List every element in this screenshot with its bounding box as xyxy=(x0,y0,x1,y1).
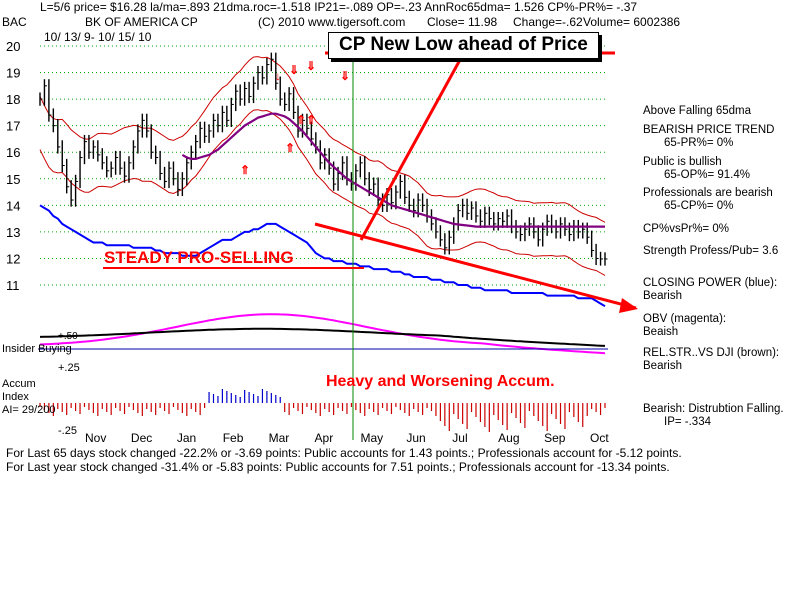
side-l4: Public is bullish xyxy=(643,156,722,168)
y-tick-label: 18 xyxy=(6,92,20,107)
side-l17: IP= -.334 xyxy=(664,416,711,428)
side-l11: Bearish xyxy=(643,290,682,302)
ma65-line xyxy=(181,112,605,228)
month-label: Aug xyxy=(498,431,519,445)
month-label: May xyxy=(360,431,383,445)
month-label: Oct xyxy=(590,431,609,445)
side-l8: CP%vsPr%= 0% xyxy=(643,223,729,235)
side-l1: Above Falling 65dma xyxy=(643,105,752,117)
closing-power-line xyxy=(39,204,606,308)
svg-text:⇑: ⇑ xyxy=(285,141,295,155)
y-tick-label: 14 xyxy=(6,198,20,213)
ticker: BAC xyxy=(2,15,27,29)
footer-line2: For Last year stock changed -31.4% or -5… xyxy=(6,460,670,474)
month-label: Mar xyxy=(269,431,290,445)
upper-band xyxy=(39,56,606,223)
svg-text:↓: ↓ xyxy=(275,69,281,83)
svg-text:⇓: ⇓ xyxy=(289,63,299,77)
month-label: Apr xyxy=(315,431,334,445)
price-bars xyxy=(39,52,608,266)
side-l13: Beaish xyxy=(643,326,679,338)
plus50-label: +.50 xyxy=(58,331,78,342)
steady-pro-selling-annotation: STEADY PRO-SELLING xyxy=(104,248,294,267)
volume-value: Volume= 6002386 xyxy=(583,15,681,29)
month-label: Dec xyxy=(131,431,152,445)
side-l3: 65-PR%= 0% xyxy=(664,137,734,149)
side-l9: Strength Profess/Pub= 3.6 xyxy=(643,245,779,257)
accum-label: Accum xyxy=(2,378,36,390)
index-label: Index xyxy=(2,391,29,403)
copyright: (C) 2010 www.tigersoft.com xyxy=(258,15,406,29)
month-axis: Nov Dec Jan Feb Mar Apr May Jun Jul Aug Sep Oct xyxy=(85,431,609,445)
y-tick-label: 13 xyxy=(6,225,20,240)
accum-histogram xyxy=(39,389,606,432)
y-tick-label: 15 xyxy=(6,172,20,187)
relstr-line xyxy=(39,327,606,347)
month-label: Jan xyxy=(177,431,196,445)
side-l16: Bearish: Distrubtion Falling. xyxy=(643,403,784,415)
month-label: Jul xyxy=(452,431,467,445)
svg-text:⇑: ⇑ xyxy=(240,163,250,177)
side-l12: OBV (magenta): xyxy=(643,313,727,325)
side-l5: 65-OP%= 91.4% xyxy=(664,169,750,181)
date-range: 10/ 13/ 9- 10/ 15/ 10 xyxy=(44,30,152,44)
y-tick-label: 20 xyxy=(6,39,20,54)
company-name: BK OF AMERICA CP xyxy=(85,15,198,29)
month-label: Feb xyxy=(223,431,244,445)
close-value: Close= 11.98 xyxy=(427,15,498,29)
arrow-annotations xyxy=(103,51,638,313)
y-tick-label: 19 xyxy=(6,66,20,81)
change-value: Change=-.62 xyxy=(513,15,583,29)
y-tick-label: 12 xyxy=(6,251,20,266)
footer-line1: For Last 65 days stock changed -22.2% or… xyxy=(6,446,682,460)
insider-buying-label: Insider Buying xyxy=(2,343,72,355)
side-l14: REL.STR..VS DJI (brown): xyxy=(643,347,780,359)
y-tick-label: 11 xyxy=(6,278,20,293)
minus25-label: -.25 xyxy=(58,425,77,437)
side-l10: CLOSING POWER (blue): xyxy=(643,277,778,289)
header-stats: L=5/6 price= $16.28 la/ma=.893 21dma.roc… xyxy=(40,0,638,14)
obv-line xyxy=(39,313,606,355)
small-red-arrows: ↓ ⇓ ⇓⇓ ⇑⇑⇑⇑ xyxy=(240,59,350,177)
cp-new-low-annotation: CP New Low ahead of Price xyxy=(328,32,599,59)
y-ticks: 11 12 13 14 15 16 17 18 19 20 xyxy=(6,39,20,293)
svg-text:⇓: ⇓ xyxy=(340,69,350,83)
side-l2: BEARISH PRICE TREND xyxy=(643,124,775,136)
heavy-accum-annotation: Heavy and Worsening Accum. xyxy=(326,373,555,390)
plus25-label: +.25 xyxy=(58,362,80,374)
side-l7: 65-CP%= 0% xyxy=(664,200,734,212)
svg-text:⇓: ⇓ xyxy=(306,59,316,73)
ai-label: AI= 29/200 xyxy=(2,404,56,416)
lower-band xyxy=(39,109,606,276)
month-label: Nov xyxy=(85,431,106,445)
side-l15: Bearish xyxy=(643,360,682,372)
side-l6: Professionals are bearish xyxy=(643,187,773,199)
svg-text:⇑⇑: ⇑⇑ xyxy=(296,113,316,127)
y-tick-label: 16 xyxy=(6,145,20,160)
month-label: Jun xyxy=(406,431,425,445)
month-label: Sep xyxy=(544,431,566,445)
y-tick-label: 17 xyxy=(6,119,20,134)
